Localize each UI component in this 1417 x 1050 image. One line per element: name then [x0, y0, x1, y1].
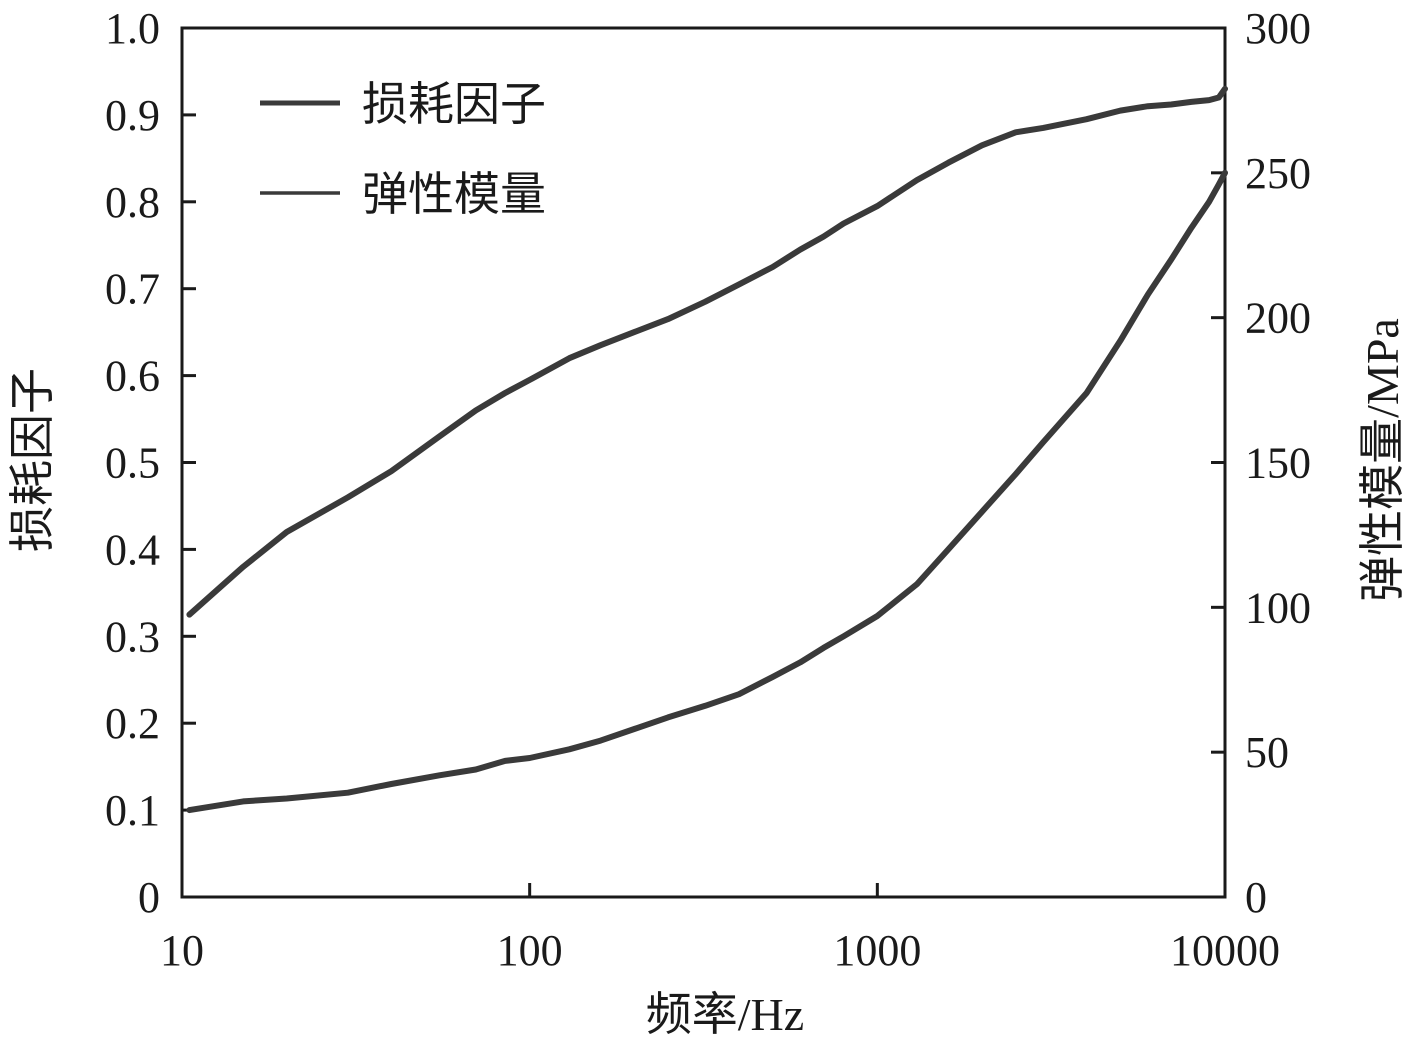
legend-label: 损耗因子 — [362, 79, 546, 130]
x-tick-label: 1000 — [833, 926, 921, 975]
left-y-tick-label: 1.0 — [105, 4, 160, 53]
left-y-axis: 0 0.1 0.2 0.3 0.4 0.5 0.6 0.7 0.8 0.9 1.0 — [105, 4, 196, 922]
plot-frame — [180, 26, 1227, 899]
right-y-axis: 0 50 100 150 200 250 300 — [1211, 4, 1311, 922]
left-y-tick-label: 0.2 — [105, 699, 160, 748]
left-y-tick-label: 0 — [138, 873, 160, 922]
right-y-tick-label: 200 — [1245, 294, 1311, 343]
left-y-tick-label: 0.9 — [105, 91, 160, 140]
left-y-axis-title: 损耗因子 — [7, 368, 58, 552]
series-layer — [186, 85, 1228, 814]
left-y-tick-label: 0.7 — [105, 265, 160, 314]
series-line-1 — [186, 85, 1228, 618]
left-y-tick-label: 0.8 — [105, 178, 160, 227]
left-y-tick-label: 0.3 — [105, 612, 160, 661]
right-y-tick-label: 300 — [1245, 4, 1311, 53]
right-y-tick-label: 50 — [1245, 728, 1289, 777]
right-y-tick-label: 150 — [1245, 439, 1311, 488]
legend-label: 弹性模量 — [362, 169, 546, 220]
x-axis-title: 频率/Hz — [646, 989, 804, 1040]
x-tick-label: 10000 — [1170, 926, 1280, 975]
left-y-tick-label: 0.4 — [105, 525, 160, 574]
x-axis: 10 100 1000 10000 — [160, 883, 1280, 975]
left-y-tick-label: 0.6 — [105, 352, 160, 401]
right-y-tick-label: 250 — [1245, 149, 1311, 198]
left-y-tick-label: 0.5 — [105, 439, 160, 488]
plot-border — [180, 26, 1227, 899]
right-y-axis-title: 弹性模量/MPa — [1357, 318, 1408, 602]
right-y-tick-label: 0 — [1245, 873, 1267, 922]
right-y-tick-label: 100 — [1245, 583, 1311, 632]
series-line-2 — [186, 169, 1228, 814]
left-y-tick-label: 0.1 — [105, 786, 160, 835]
x-tick-label: 10 — [160, 926, 204, 975]
x-tick-label: 100 — [497, 926, 563, 975]
